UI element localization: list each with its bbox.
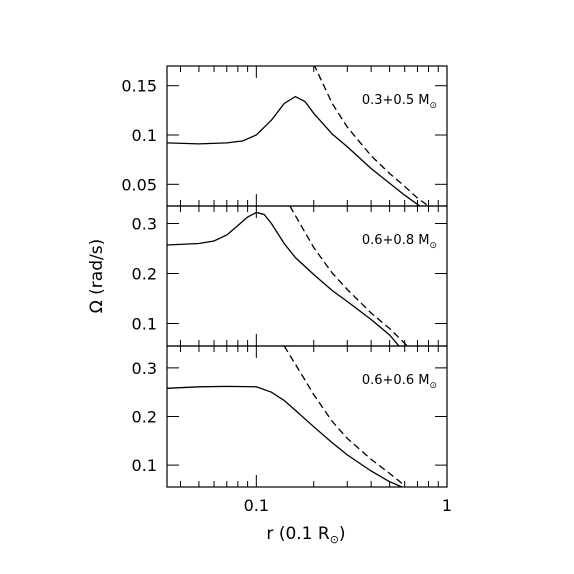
dashed-curve-3 [283,346,406,487]
x-axis-label-sun-symbol: ⊙ [330,533,339,546]
y-tick-label: 0.15 [121,77,157,96]
y-tick-label: 0.05 [121,175,157,194]
panel-label-sun-symbol: ⊙ [429,241,437,251]
x-axis-label-main: r (0.1 R [266,524,329,544]
panel-frame [166,65,448,207]
y-tick-label: 0.1 [132,456,157,475]
y-tick-label: 0.1 [132,126,157,145]
solid-curve-2 [167,211,400,346]
y-tick-label: 0.2 [132,265,157,284]
y-tick-label: 0.3 [132,215,157,234]
x-tick-label: 1 [442,496,452,515]
panels: 0.050.10.150.3+0.5 M⊙0.10.20.30.6+0.8 M⊙… [121,65,448,488]
solid-curve-1 [167,95,421,206]
dashed-curve-2 [289,206,408,346]
panel-label: 0.6+0.6 M⊙ [362,373,437,391]
panel-label-main: 0.6+0.8 M [362,233,430,248]
y-axis-label: Ω (rad/s) [87,239,107,313]
panel-label-sun-symbol: ⊙ [429,381,437,391]
panel-label-sun-symbol: ⊙ [429,101,437,111]
x-axis-label-close: ) [339,524,346,544]
panel-label-main: 0.6+0.6 M [362,373,430,388]
panel-label-main: 0.3+0.5 M [362,93,430,108]
panel-label: 0.3+0.5 M⊙ [362,93,437,111]
x-tick-label: 0.1 [244,496,269,515]
solid-curve-3 [167,385,403,487]
x-axis-label: r (0.1 R⊙) [266,524,345,546]
panel-label: 0.6+0.8 M⊙ [362,233,437,251]
dashed-curve-1 [313,66,429,206]
panel-frame [166,205,448,347]
y-tick-label: 0.2 [132,408,157,427]
panel-1: 0.05 0.1 0.15 0.3+0.5 M⊙ [121,65,448,207]
panel-2: 0.1 0.2 0.3 0.6+0.8 M⊙ [132,205,448,347]
y-tick-label: 0.1 [132,315,157,334]
panel-3: 0.1 0.2 0.3 0.6+0.6 M⊙ [132,345,448,488]
panel-frame [166,345,448,488]
y-tick-label: 0.3 [132,359,157,378]
x-tick-labels: 0.1 1 [244,496,452,515]
